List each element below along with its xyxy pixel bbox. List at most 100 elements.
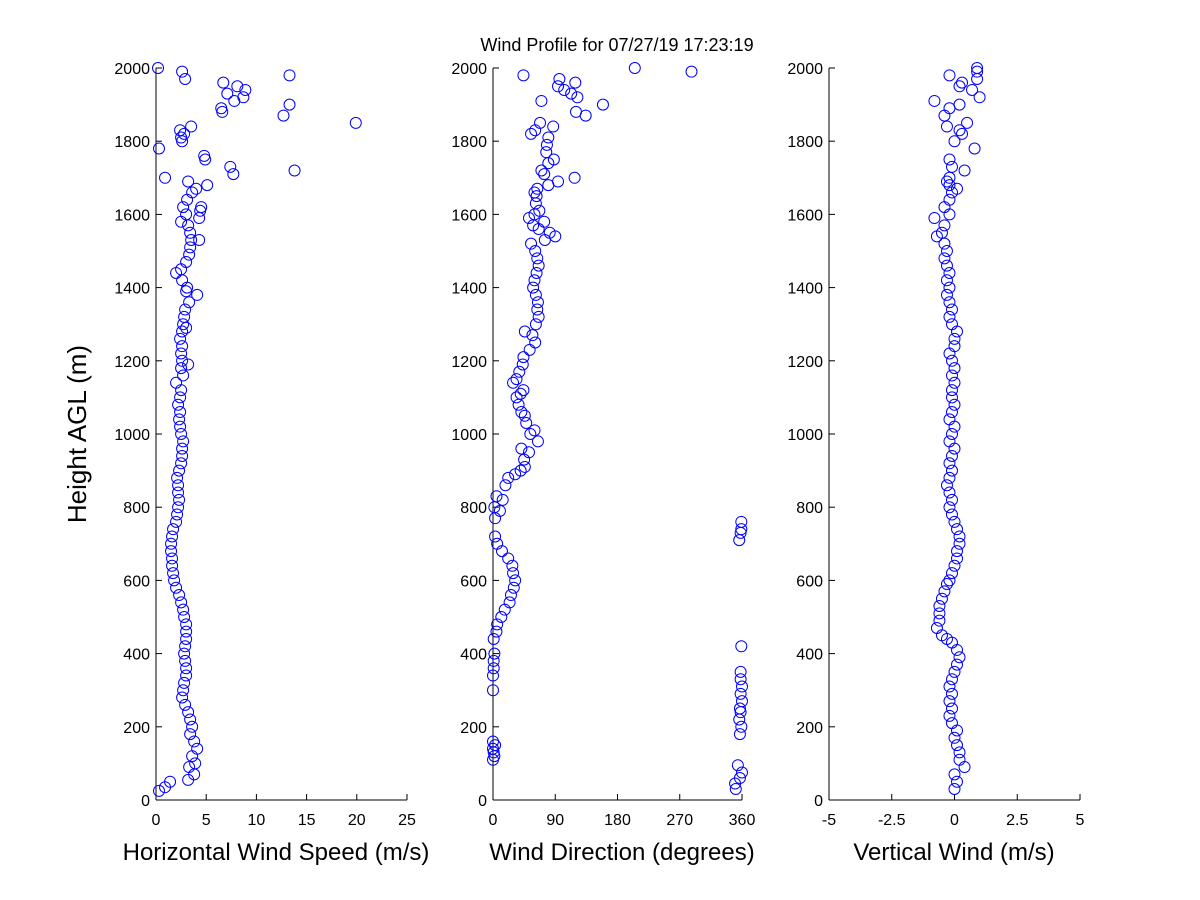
data-point [517, 69, 530, 82]
data-point [736, 766, 748, 779]
data-point [532, 259, 545, 272]
x-tick-label: -5 [822, 812, 836, 829]
y-tick-label: 1400 [114, 281, 150, 298]
data-point [517, 351, 530, 364]
y-tick-label: 800 [123, 500, 150, 517]
data-point [174, 332, 187, 345]
x-tick-label: 2.5 [1006, 812, 1028, 829]
y-tick-label: 200 [460, 720, 487, 737]
data-point [943, 680, 956, 693]
data-point [538, 168, 551, 181]
data-point [940, 288, 953, 301]
data-point [968, 142, 981, 155]
y-tick-label: 400 [460, 647, 487, 664]
data-point [940, 120, 953, 133]
data-point [543, 226, 556, 239]
data-point [510, 391, 523, 404]
data-point [558, 83, 571, 96]
data-point [951, 552, 964, 565]
data-point [535, 94, 548, 107]
data-point [938, 219, 951, 232]
data-point [217, 76, 230, 89]
x-tick-label: 0 [489, 812, 498, 829]
data-point [180, 625, 193, 638]
data-point [540, 138, 553, 151]
data-point [177, 318, 190, 331]
data-point [943, 695, 956, 708]
data-point [514, 464, 527, 477]
data-point [491, 537, 504, 550]
data-point [166, 552, 179, 565]
data-point [227, 168, 240, 181]
data-point [531, 303, 544, 316]
data-point [953, 753, 966, 766]
data-point [183, 296, 196, 309]
data-point [943, 486, 956, 499]
y-tick-label: 0 [814, 793, 823, 810]
data-point [547, 120, 560, 133]
data-point [490, 625, 503, 638]
data-point [945, 449, 958, 462]
data-point [179, 654, 192, 667]
data-point [170, 515, 183, 528]
data-point [173, 493, 186, 506]
data-point [953, 530, 966, 543]
data-point [945, 391, 958, 404]
data-point [172, 479, 185, 492]
data-point [176, 442, 189, 455]
data-point [956, 76, 969, 89]
x-tick-label: 15 [298, 812, 316, 829]
data-point [499, 479, 512, 492]
data-point [179, 640, 192, 653]
x-tick-label: 5 [1076, 812, 1085, 829]
data-point [502, 471, 515, 484]
data-point [943, 153, 956, 166]
data-point [953, 80, 966, 93]
data-point [495, 611, 508, 623]
y-tick-label: 1800 [787, 134, 823, 151]
data-point [179, 698, 192, 711]
data-point [184, 713, 197, 726]
data-point [193, 234, 206, 247]
data-point [504, 589, 517, 602]
data-point [948, 515, 961, 528]
data-point [943, 179, 956, 192]
y-tick-label: 200 [123, 720, 150, 737]
data-point [174, 420, 187, 433]
data-point [945, 464, 958, 477]
data-point [520, 417, 533, 430]
data-point [173, 413, 186, 426]
data-point [973, 91, 986, 104]
data-point [530, 266, 543, 279]
data-point [517, 384, 530, 397]
data-point [930, 621, 943, 634]
data-point [487, 632, 500, 645]
data-point [940, 578, 953, 591]
data-point [945, 702, 958, 715]
data-point [487, 662, 500, 675]
data-point [490, 490, 503, 503]
data-point [176, 691, 189, 704]
data-point [945, 508, 958, 521]
data-point [948, 398, 961, 411]
data-point [685, 65, 698, 78]
y-tick-label: 800 [460, 500, 487, 517]
data-point [201, 179, 214, 192]
data-point [159, 171, 172, 184]
data-point [277, 109, 290, 122]
data-point [547, 153, 560, 166]
data-point [180, 662, 193, 675]
x-axis-label-wind-direction: Wind Direction (degrees) [489, 839, 754, 866]
data-point [734, 665, 747, 678]
data-point [945, 493, 958, 506]
data-point [507, 376, 520, 389]
data-point [506, 559, 519, 572]
data-point [525, 127, 538, 140]
data-point [568, 171, 581, 184]
data-point [534, 116, 547, 129]
data-point [172, 486, 185, 499]
data-point [529, 288, 542, 301]
data-point [176, 354, 189, 367]
data-point [171, 471, 184, 484]
data-point [529, 336, 542, 349]
